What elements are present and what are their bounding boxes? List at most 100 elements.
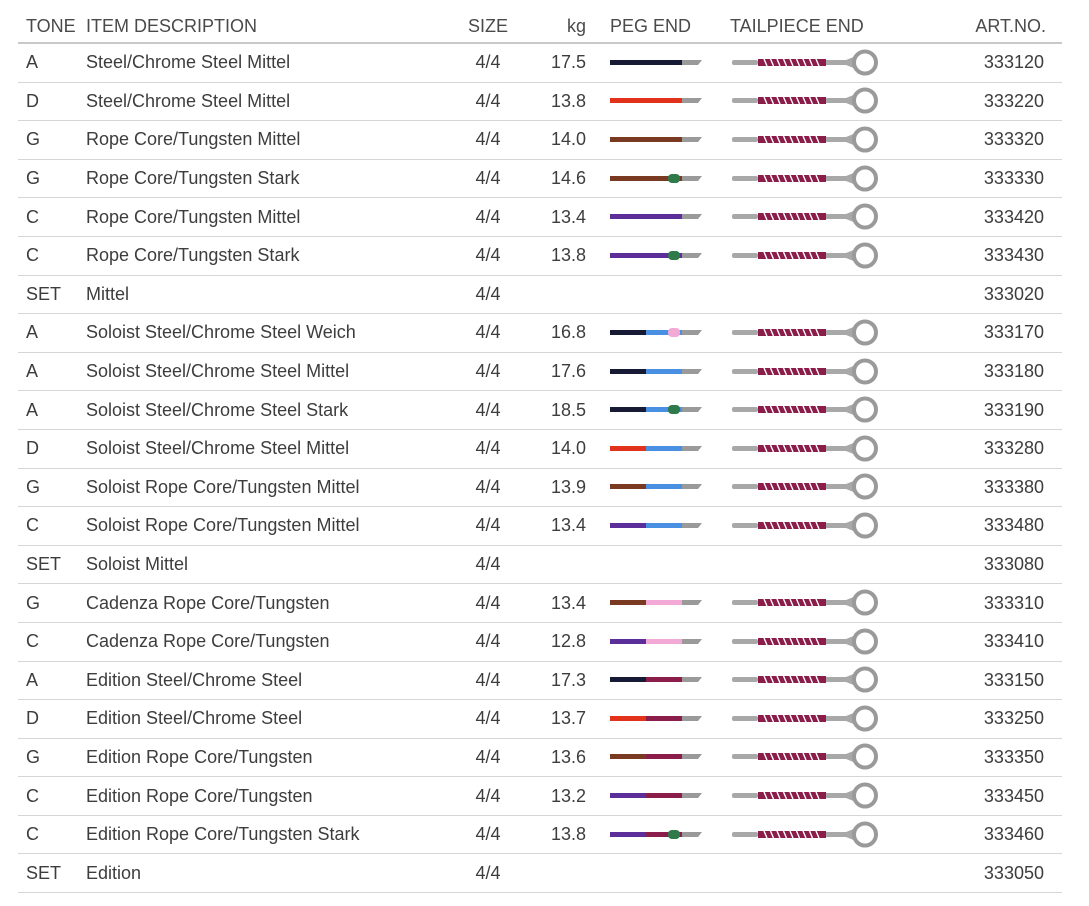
tailpiece-ball-end-graphic bbox=[730, 202, 882, 232]
kg-cell: 13.8 bbox=[550, 245, 586, 266]
peg-end-cell bbox=[610, 777, 702, 815]
kg-cell: 13.6 bbox=[550, 746, 586, 767]
peg-end-cell bbox=[610, 507, 702, 545]
header-tone: TONE bbox=[26, 15, 76, 36]
item-description-cell: Cadenza Rope Core/Tungsten bbox=[86, 592, 330, 613]
peg-end-graphic bbox=[610, 442, 702, 456]
art-no-cell: 333310 bbox=[983, 592, 1044, 613]
kg-cell: 13.8 bbox=[550, 824, 586, 845]
tone-cell: A bbox=[26, 669, 39, 690]
size-cell: 4/4 bbox=[475, 206, 501, 227]
item-description-cell: Soloist Rope Core/Tungsten Mittel bbox=[86, 476, 360, 497]
kg-cell: 17.3 bbox=[550, 669, 586, 690]
kg-cell: 12.8 bbox=[550, 631, 586, 652]
item-description-cell: Edition Rope Core/Tungsten Stark bbox=[86, 824, 360, 845]
peg-end-graphic bbox=[610, 172, 702, 186]
header-peg-end: PEG END bbox=[610, 15, 692, 36]
table-row: A Soloist Steel/Chrome Steel Mittel 4/4 17.… bbox=[18, 353, 1062, 392]
header-kg: kg bbox=[566, 15, 586, 36]
tailpiece-ball-end-graphic bbox=[730, 472, 882, 502]
header-size: SIZE bbox=[467, 15, 508, 36]
tone-cell: D bbox=[26, 708, 39, 729]
item-description-cell: Edition Rope Core/Tungsten bbox=[86, 785, 313, 806]
kg-cell: 16.8 bbox=[550, 322, 586, 343]
table-body: A Steel/Chrome Steel Mittel 4/4 17.5 333120 D… bbox=[18, 44, 1062, 894]
table-row: SET Mittel 4/4 333020 bbox=[18, 276, 1062, 315]
tailpiece-end-cell bbox=[730, 237, 882, 275]
tone-cell: D bbox=[26, 438, 39, 459]
tailpiece-end-cell bbox=[730, 623, 882, 661]
tailpiece-ball-end-graphic bbox=[730, 781, 882, 811]
tone-cell: A bbox=[26, 361, 39, 382]
table-row: G Soloist Rope Core/Tungsten Mittel 4/4 13.… bbox=[18, 469, 1062, 508]
item-description-cell: Soloist Mittel bbox=[86, 554, 189, 575]
size-cell: 4/4 bbox=[475, 708, 501, 729]
tailpiece-ball-end-graphic bbox=[730, 164, 882, 194]
table-row: A Soloist Steel/Chrome Steel Weich 4/4 16.8… bbox=[18, 314, 1062, 353]
peg-end-graphic bbox=[610, 94, 702, 108]
size-cell: 4/4 bbox=[475, 785, 501, 806]
peg-end-cell bbox=[610, 160, 702, 198]
tailpiece-end-cell bbox=[730, 83, 882, 121]
tailpiece-end-cell bbox=[730, 353, 882, 391]
item-description-cell: Rope Core/Tungsten Stark bbox=[86, 168, 300, 189]
tone-cell: C bbox=[26, 206, 39, 227]
table-row: C Cadenza Rope Core/Tungsten 4/4 12.8 333410 bbox=[18, 623, 1062, 662]
item-description-cell: Mittel bbox=[86, 283, 130, 304]
tailpiece-end-cell bbox=[730, 121, 882, 159]
peg-end-cell bbox=[610, 816, 702, 854]
table-row: SET Edition 4/4 333050 bbox=[18, 854, 1062, 894]
tone-cell: A bbox=[26, 52, 39, 73]
kg-cell: 17.6 bbox=[550, 361, 586, 382]
table-row: C Rope Core/Tungsten Mittel 4/4 13.4 333420 bbox=[18, 198, 1062, 237]
tailpiece-end-cell bbox=[730, 662, 882, 700]
kg-cell: 17.5 bbox=[550, 52, 586, 73]
size-cell: 4/4 bbox=[475, 283, 501, 304]
tone-cell: C bbox=[26, 785, 39, 806]
peg-end-graphic bbox=[610, 750, 702, 764]
item-description-cell: Soloist Steel/Chrome Steel Mittel bbox=[86, 438, 350, 459]
peg-end-graphic bbox=[610, 403, 702, 417]
peg-end-graphic bbox=[610, 673, 702, 687]
peg-end-graphic bbox=[610, 828, 702, 842]
peg-end-graphic bbox=[610, 480, 702, 494]
size-cell: 4/4 bbox=[475, 554, 501, 575]
peg-end-cell bbox=[610, 353, 702, 391]
tailpiece-end-cell bbox=[730, 469, 882, 507]
tailpiece-ball-end-graphic bbox=[730, 820, 882, 850]
string-catalog-table: TONE ITEM DESCRIPTION SIZE kg PEG END TA… bbox=[18, 10, 1062, 894]
size-cell: 4/4 bbox=[475, 129, 501, 150]
tone-cell: G bbox=[26, 476, 41, 497]
peg-end-cell bbox=[610, 584, 702, 622]
art-no-cell: 333420 bbox=[983, 206, 1044, 227]
item-description-cell: Soloist Steel/Chrome Steel Weich bbox=[86, 322, 356, 343]
peg-end-cell bbox=[610, 44, 702, 82]
peg-end-graphic bbox=[610, 249, 702, 263]
tone-cell: G bbox=[26, 129, 41, 150]
art-no-cell: 333120 bbox=[983, 52, 1044, 73]
kg-cell bbox=[528, 546, 586, 584]
art-no-cell: 333220 bbox=[983, 90, 1044, 111]
tone-cell: G bbox=[26, 168, 41, 189]
art-no-cell: 333180 bbox=[983, 361, 1044, 382]
item-description-cell: Rope Core/Tungsten Stark bbox=[86, 245, 300, 266]
tailpiece-end-cell bbox=[730, 198, 882, 236]
peg-end-graphic bbox=[610, 365, 702, 379]
tailpiece-ball-end-graphic bbox=[730, 48, 882, 78]
tailpiece-ball-end-graphic bbox=[730, 86, 882, 116]
peg-end-cell bbox=[610, 623, 702, 661]
art-no-cell: 333150 bbox=[983, 669, 1044, 690]
peg-end-cell bbox=[610, 237, 702, 275]
tailpiece-end-cell bbox=[730, 160, 882, 198]
size-cell: 4/4 bbox=[475, 824, 501, 845]
kg-cell: 14.0 bbox=[550, 129, 586, 150]
tailpiece-end-cell bbox=[730, 314, 882, 352]
size-cell: 4/4 bbox=[475, 399, 501, 420]
size-cell: 4/4 bbox=[475, 52, 501, 73]
tailpiece-end-cell bbox=[730, 739, 882, 777]
peg-end-cell bbox=[610, 83, 702, 121]
tone-cell: C bbox=[26, 515, 39, 536]
art-no-cell: 333380 bbox=[983, 476, 1044, 497]
peg-end-graphic bbox=[610, 635, 702, 649]
tailpiece-end-cell bbox=[730, 777, 882, 815]
